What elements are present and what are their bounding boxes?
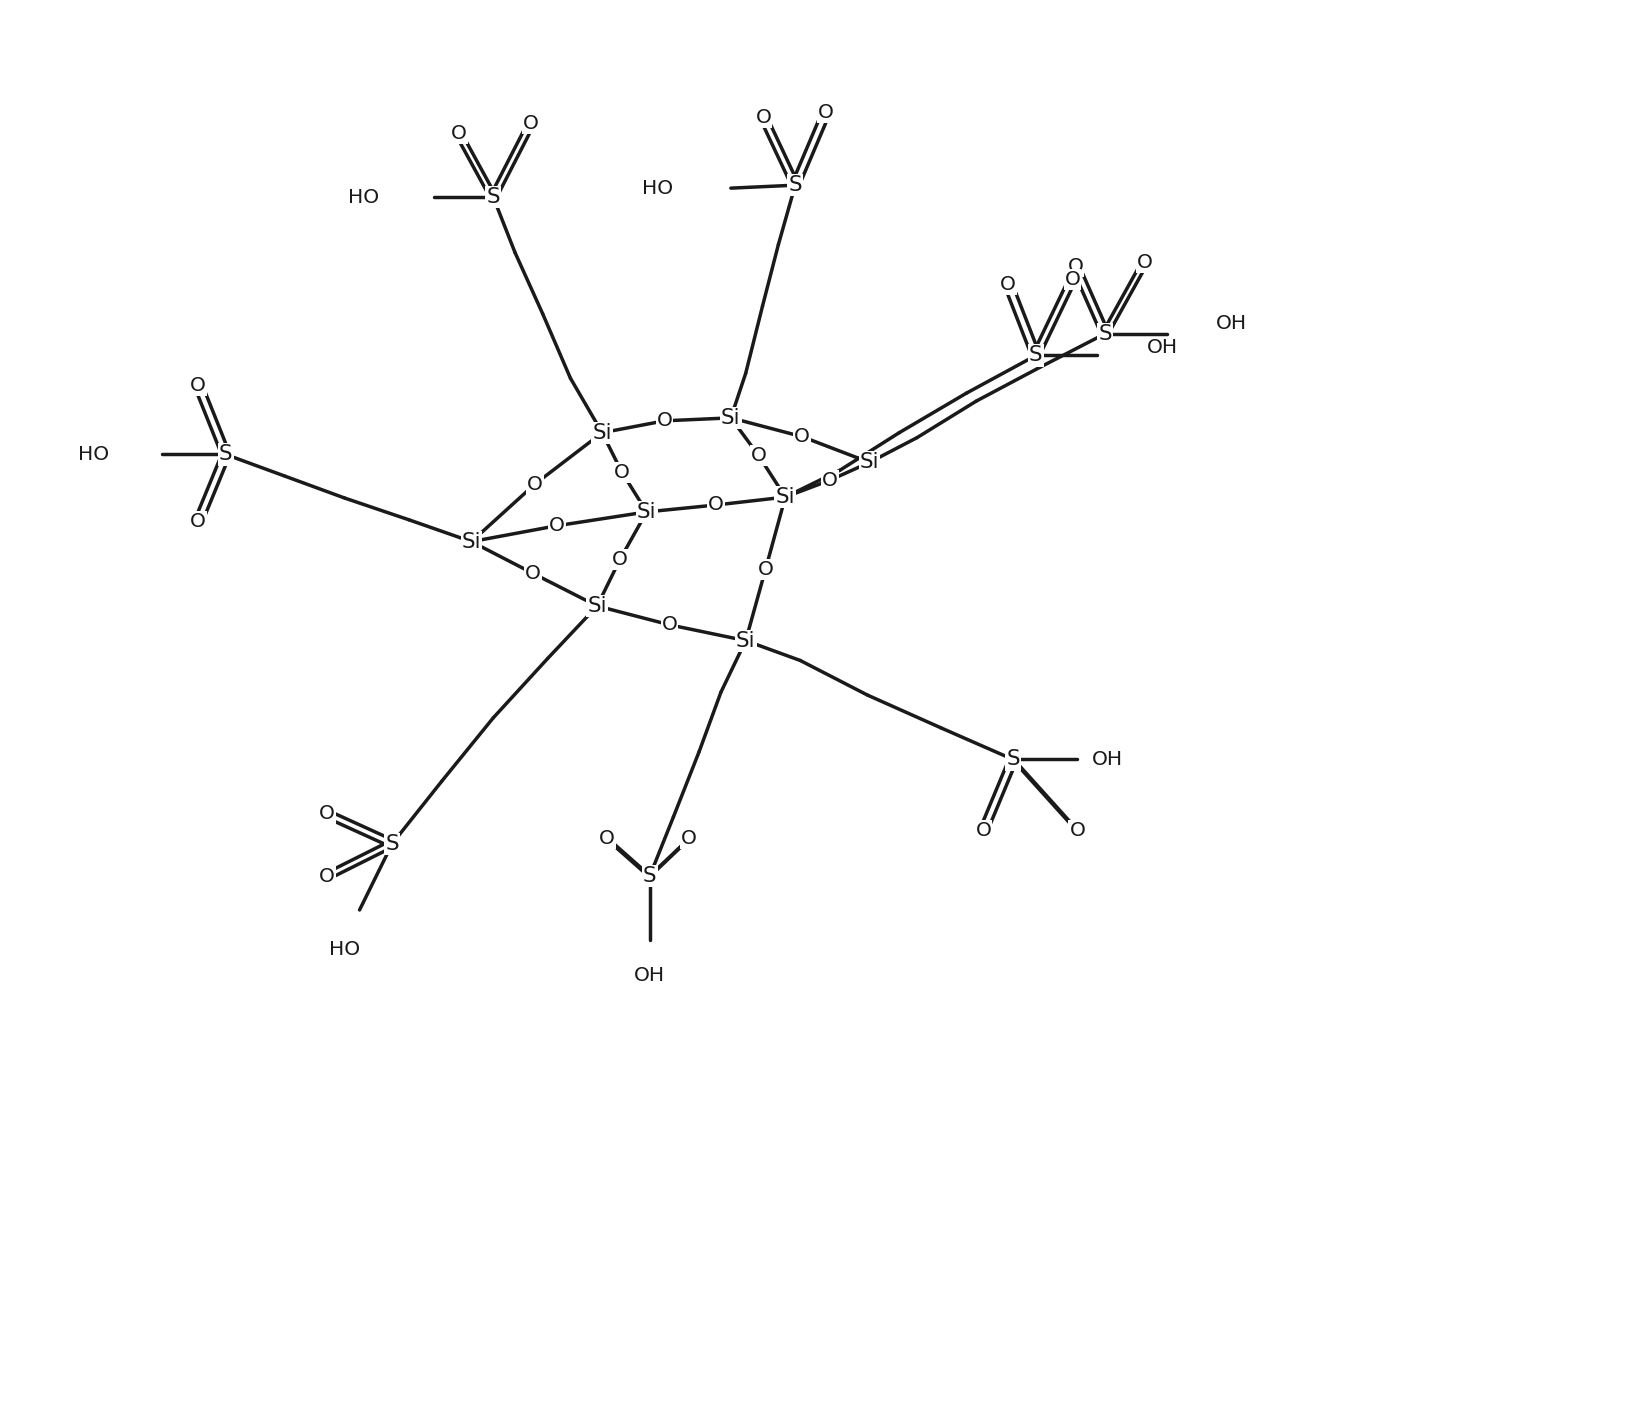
Text: OH: OH bbox=[1147, 338, 1178, 357]
Text: Si: Si bbox=[776, 486, 796, 508]
Text: S: S bbox=[219, 444, 232, 464]
Text: O: O bbox=[614, 462, 629, 482]
Text: O: O bbox=[613, 550, 627, 570]
Text: O: O bbox=[549, 516, 564, 536]
Text: O: O bbox=[190, 375, 206, 395]
Text: HO: HO bbox=[642, 179, 673, 197]
Text: Si: Si bbox=[462, 532, 480, 551]
Text: S: S bbox=[386, 833, 399, 853]
Text: O: O bbox=[758, 560, 773, 580]
Text: Si: Si bbox=[593, 423, 611, 443]
Text: O: O bbox=[750, 446, 766, 465]
Text: O: O bbox=[1000, 275, 1016, 293]
Text: O: O bbox=[319, 867, 335, 885]
Text: O: O bbox=[600, 829, 614, 849]
Text: O: O bbox=[319, 805, 335, 823]
Text: O: O bbox=[708, 495, 724, 515]
Text: OH: OH bbox=[1216, 314, 1247, 333]
Text: Si: Si bbox=[637, 502, 657, 522]
Text: O: O bbox=[657, 412, 673, 430]
Text: O: O bbox=[1064, 269, 1080, 289]
Text: O: O bbox=[822, 471, 838, 489]
Text: S: S bbox=[1007, 750, 1020, 770]
Text: Si: Si bbox=[735, 630, 755, 650]
Text: OH: OH bbox=[634, 966, 665, 984]
Text: HO: HO bbox=[78, 446, 109, 464]
Text: O: O bbox=[794, 427, 810, 446]
Text: HO: HO bbox=[328, 940, 359, 959]
Text: O: O bbox=[1070, 821, 1085, 840]
Text: O: O bbox=[526, 475, 542, 493]
Text: O: O bbox=[1137, 252, 1152, 272]
Text: Si: Si bbox=[859, 453, 879, 472]
Text: O: O bbox=[451, 124, 466, 144]
Text: O: O bbox=[681, 829, 698, 849]
Text: O: O bbox=[819, 103, 833, 123]
Text: O: O bbox=[190, 512, 206, 532]
Text: OH: OH bbox=[1092, 750, 1124, 768]
Text: S: S bbox=[788, 175, 802, 195]
Text: S: S bbox=[1098, 324, 1113, 344]
Text: S: S bbox=[1029, 345, 1042, 365]
Text: Si: Si bbox=[721, 407, 740, 427]
Text: O: O bbox=[662, 615, 678, 634]
Text: HO: HO bbox=[348, 188, 379, 206]
Text: S: S bbox=[642, 866, 657, 887]
Text: Si: Si bbox=[588, 596, 606, 616]
Text: S: S bbox=[487, 188, 500, 207]
Text: O: O bbox=[975, 821, 992, 840]
Text: O: O bbox=[755, 109, 771, 127]
Text: O: O bbox=[523, 114, 539, 134]
Text: O: O bbox=[1067, 257, 1083, 276]
Text: O: O bbox=[525, 564, 541, 582]
